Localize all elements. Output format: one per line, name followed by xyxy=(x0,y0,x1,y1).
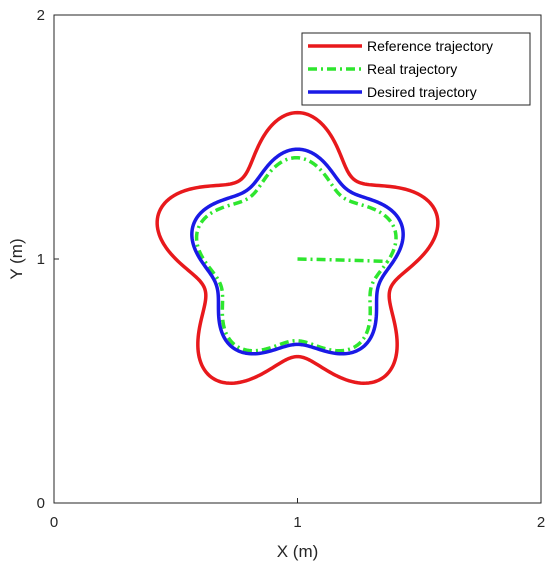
y-tick-label: 1 xyxy=(37,251,45,268)
series-line-real xyxy=(194,155,398,353)
series-line-desired xyxy=(190,147,405,356)
x-axis-label: X (m) xyxy=(277,542,319,561)
x-tick-label: 0 xyxy=(50,514,58,531)
legend-entry-reference: Reference trajectory xyxy=(367,38,493,54)
legend: Reference trajectory Real trajectory Des… xyxy=(301,32,531,106)
y-tick-label: 2 xyxy=(37,7,45,24)
x-tick-label: 1 xyxy=(293,514,301,531)
series-line-reference xyxy=(155,110,440,385)
y-tick-label: 0 xyxy=(37,495,45,512)
y-axis-label: Y (m) xyxy=(7,238,26,279)
plot-curves xyxy=(155,110,440,385)
x-tick-label: 2 xyxy=(537,514,545,531)
legend-entry-desired: Desired trajectory xyxy=(367,84,477,100)
axis-ticks: 0 1 2 0 1 2 xyxy=(37,7,546,531)
legend-entry-real: Real trajectory xyxy=(367,61,457,77)
